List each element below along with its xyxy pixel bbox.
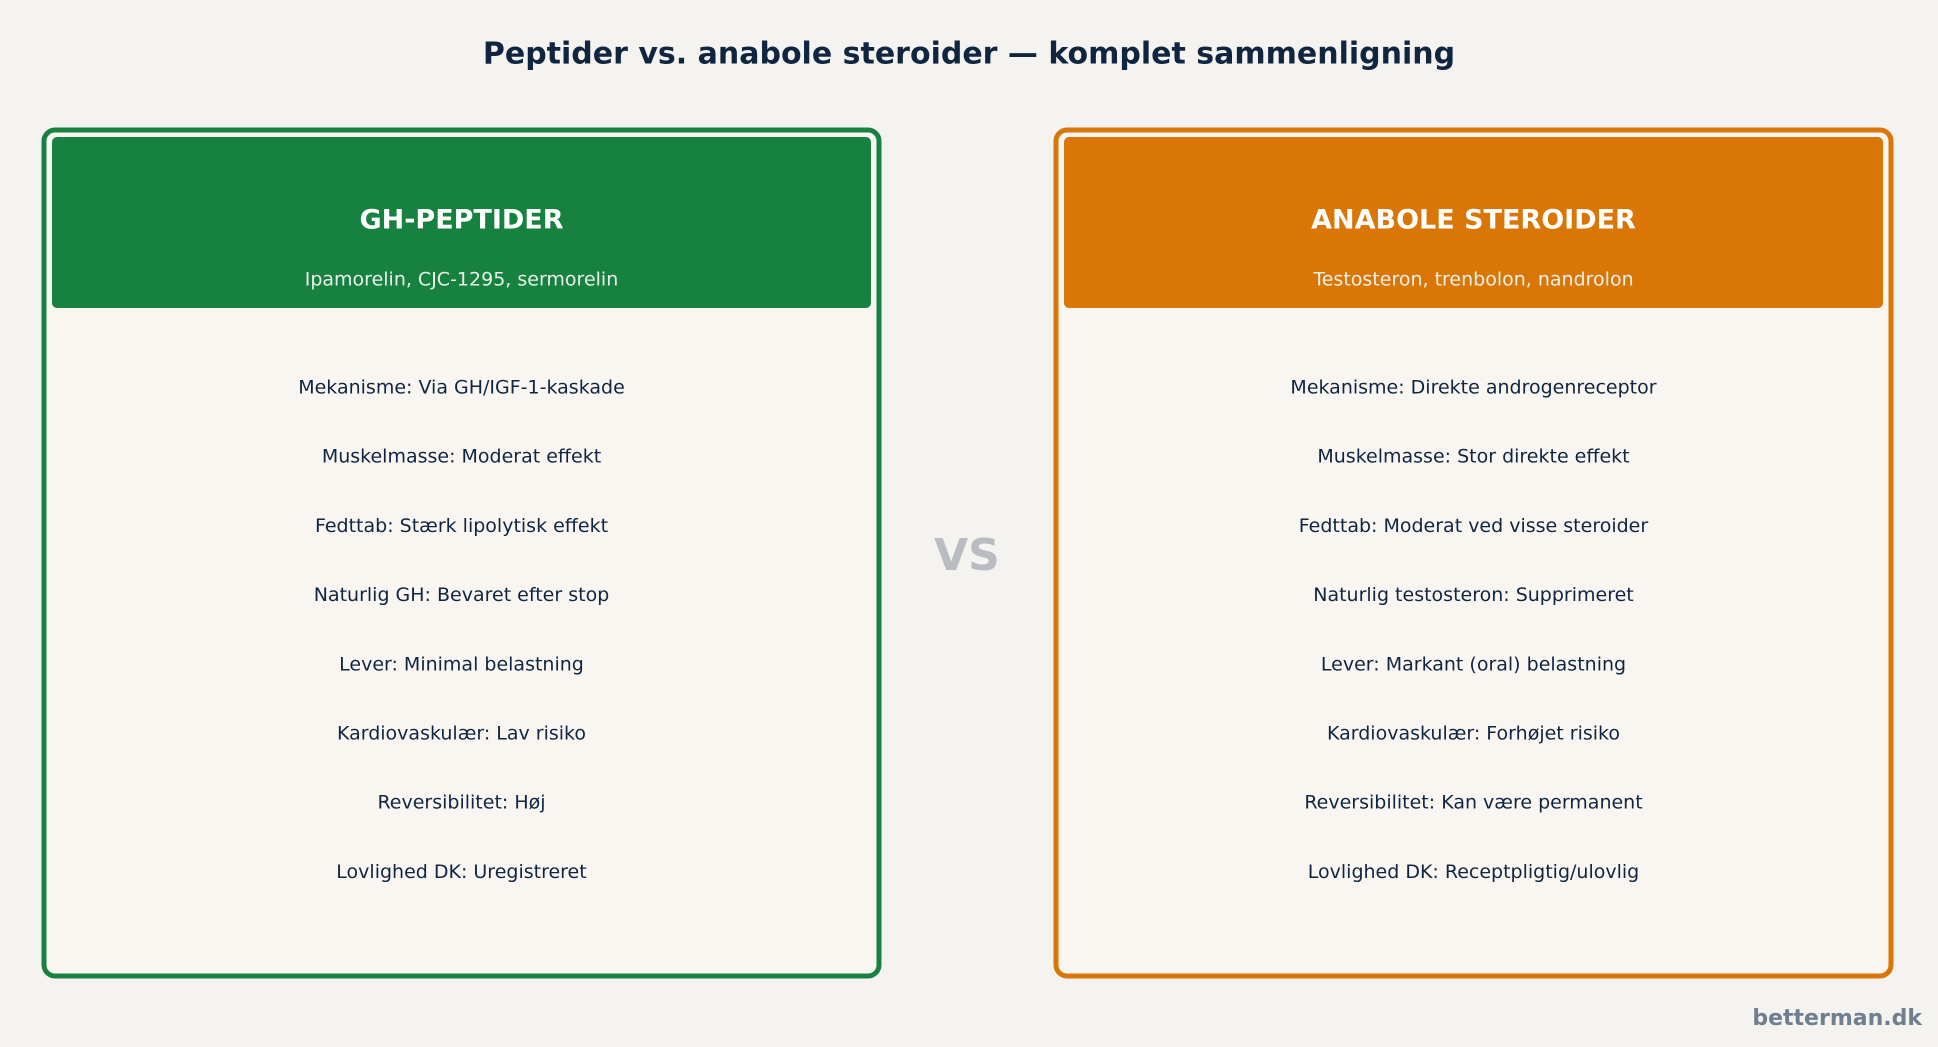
card-header xyxy=(52,137,871,308)
card-row: Kardiovaskulær: Forhøjet risiko xyxy=(1327,723,1620,745)
card xyxy=(1053,127,1894,979)
card-row: Reversibilitet: Høj xyxy=(377,792,545,814)
card-row: Muskelmasse: Moderat effekt xyxy=(322,446,601,468)
card-row: Lovlighed DK: Receptpligtig/ulovlig xyxy=(1308,861,1639,883)
footer-brand: betterman.dk xyxy=(1752,1006,1923,1031)
card-row: Lovlighed DK: Uregistreret xyxy=(336,861,586,883)
card-row: Mekanisme: Direkte androgenreceptor xyxy=(1290,377,1656,399)
page-title: Peptider vs. anabole steroider — komplet… xyxy=(483,37,1455,72)
card-subtitle: Ipamorelin, CJC-1295, sermorelin xyxy=(305,269,619,291)
card-row: Fedttab: Stærk lipolytisk effekt xyxy=(315,515,608,537)
card-row: Lever: Markant (oral) belastning xyxy=(1321,653,1626,675)
card-row: Naturlig GH: Bevaret efter stop xyxy=(314,584,610,606)
vs-label: VS xyxy=(934,530,1000,581)
card-title: ANABOLE STEROIDER xyxy=(1311,205,1636,236)
card-row: Mekanisme: Via GH/IGF-1-kaskade xyxy=(298,377,625,399)
card-row: Kardiovaskulær: Lav risiko xyxy=(337,723,586,745)
card-header xyxy=(1064,137,1883,308)
card-title: GH-PEPTIDER xyxy=(359,205,563,236)
card-row: Lever: Minimal belastning xyxy=(339,653,584,675)
card-row: Fedttab: Moderat ved visse steroider xyxy=(1299,515,1649,537)
card-subtitle: Testosteron, trenbolon, nandrolon xyxy=(1312,269,1633,291)
card-row: Reversibilitet: Kan være permanent xyxy=(1304,792,1642,814)
card xyxy=(41,127,882,979)
card-row: Naturlig testosteron: Supprimeret xyxy=(1313,584,1634,606)
card-row: Muskelmasse: Stor direkte effekt xyxy=(1317,446,1629,468)
